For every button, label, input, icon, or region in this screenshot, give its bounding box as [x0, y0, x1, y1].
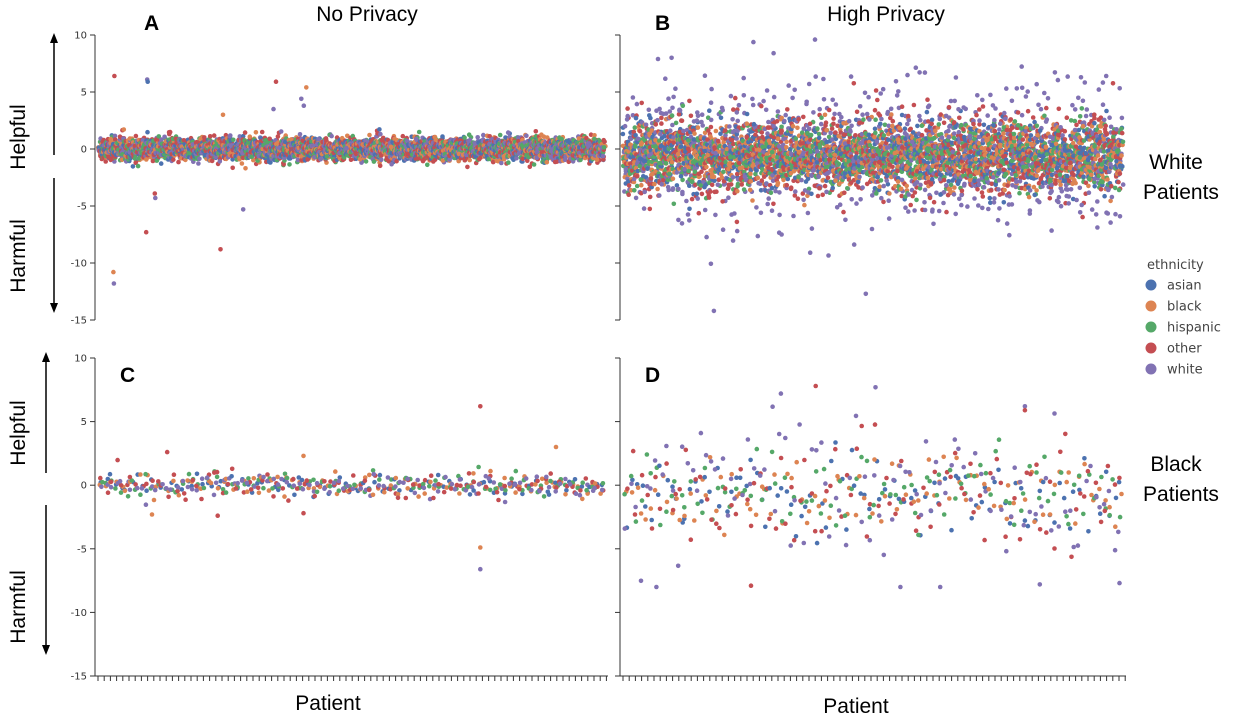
- point-hispanic: [156, 134, 162, 139]
- point-black: [467, 157, 473, 163]
- point-hispanic: [133, 155, 138, 161]
- point-other: [207, 134, 213, 139]
- point-other: [202, 135, 207, 140]
- point-hispanic: [231, 137, 236, 143]
- point-other: [400, 133, 406, 139]
- y-tick-label: -10: [71, 259, 87, 270]
- column-title-no-privacy: No Privacy: [316, 3, 418, 26]
- point-other: [211, 133, 217, 138]
- column-title-high-privacy: High Privacy: [827, 3, 945, 26]
- point-white: [514, 155, 519, 161]
- point-other: [176, 159, 181, 165]
- point-white: [499, 160, 504, 166]
- harmful-label-top: Harmful: [7, 219, 30, 293]
- point-other: [209, 158, 215, 164]
- panel-letter-a: A: [144, 12, 159, 35]
- helpful-harmful-annotation-top: Helpful Harmful: [7, 33, 58, 313]
- point-other: [259, 129, 265, 135]
- point-white: [227, 134, 232, 139]
- point-black: [144, 157, 149, 162]
- point-hispanic: [497, 132, 503, 138]
- point-black: [367, 132, 372, 138]
- point-other: [133, 133, 139, 139]
- point-white: [318, 156, 324, 162]
- helpful-harmful-annotation-bottom: Helpful Harmful: [7, 352, 50, 655]
- point-white: [481, 132, 486, 138]
- harmful-arrowhead-top: [50, 303, 58, 313]
- point-hispanic: [559, 136, 564, 142]
- point-hispanic: [425, 162, 430, 168]
- point-black: [594, 157, 600, 163]
- point-hispanic: [506, 160, 511, 165]
- point-other: [133, 160, 138, 166]
- point-other: [533, 129, 539, 134]
- point-hispanic: [531, 162, 537, 167]
- point-white: [329, 133, 334, 139]
- point-asian: [158, 161, 164, 166]
- point-hispanic: [154, 158, 160, 163]
- point-white: [379, 157, 384, 163]
- point-black: [243, 166, 248, 171]
- point-white: [159, 137, 164, 142]
- point-black: [247, 134, 253, 139]
- helpful-arrowhead-top: [50, 33, 58, 43]
- harmful-label-bottom: Harmful: [7, 570, 30, 644]
- y-tick-label: 0: [81, 145, 87, 156]
- point-white: [505, 130, 511, 135]
- point-black: [544, 159, 550, 165]
- point-other: [465, 164, 470, 170]
- point-hispanic: [363, 159, 369, 164]
- point-other: [281, 162, 287, 167]
- helpful-arrowhead-bottom: [42, 352, 50, 362]
- point-white: [524, 133, 529, 139]
- point-white: [413, 136, 419, 142]
- point-other: [167, 129, 173, 135]
- point-other: [242, 130, 248, 135]
- point-white: [196, 161, 201, 166]
- point-black: [198, 136, 203, 142]
- point-other: [377, 163, 383, 169]
- point-asian: [377, 127, 382, 132]
- point-other: [267, 136, 273, 142]
- point-asian: [130, 164, 136, 169]
- y-tick-label: 5: [81, 88, 87, 99]
- point-white: [389, 161, 394, 167]
- points: [95, 73, 608, 286]
- point-asian: [145, 129, 150, 135]
- point-white: [237, 134, 243, 139]
- point-white: [378, 131, 383, 137]
- point-black: [121, 127, 127, 132]
- point-other: [171, 157, 176, 162]
- point-hispanic: [135, 163, 141, 169]
- point-white: [278, 129, 284, 134]
- helpful-label-bottom: Helpful: [7, 400, 30, 465]
- y-tick-label: -5: [77, 202, 87, 213]
- point-other: [103, 159, 108, 164]
- point-white: [217, 159, 223, 164]
- point-asian: [240, 133, 246, 139]
- harmful-arrowhead-bottom: [42, 645, 50, 655]
- point-white: [197, 156, 202, 162]
- point-other: [112, 137, 118, 142]
- point-white: [297, 132, 303, 137]
- point-hispanic: [416, 129, 422, 135]
- point-black: [239, 161, 245, 166]
- point-asian: [440, 134, 445, 139]
- point-black: [253, 130, 259, 135]
- point-white: [112, 133, 118, 139]
- point-black: [357, 157, 363, 162]
- point-hispanic: [287, 162, 292, 167]
- point-hispanic: [249, 154, 254, 160]
- point-other: [230, 165, 235, 171]
- helpful-label-top: Helpful: [7, 104, 30, 169]
- panel-a: 10 5 0 -5 -10 -15 A: [71, 12, 608, 327]
- point-white: [162, 134, 167, 140]
- point-black: [433, 137, 439, 142]
- y-tick-label: 10: [74, 31, 87, 42]
- y-tick-label: -15: [71, 316, 87, 327]
